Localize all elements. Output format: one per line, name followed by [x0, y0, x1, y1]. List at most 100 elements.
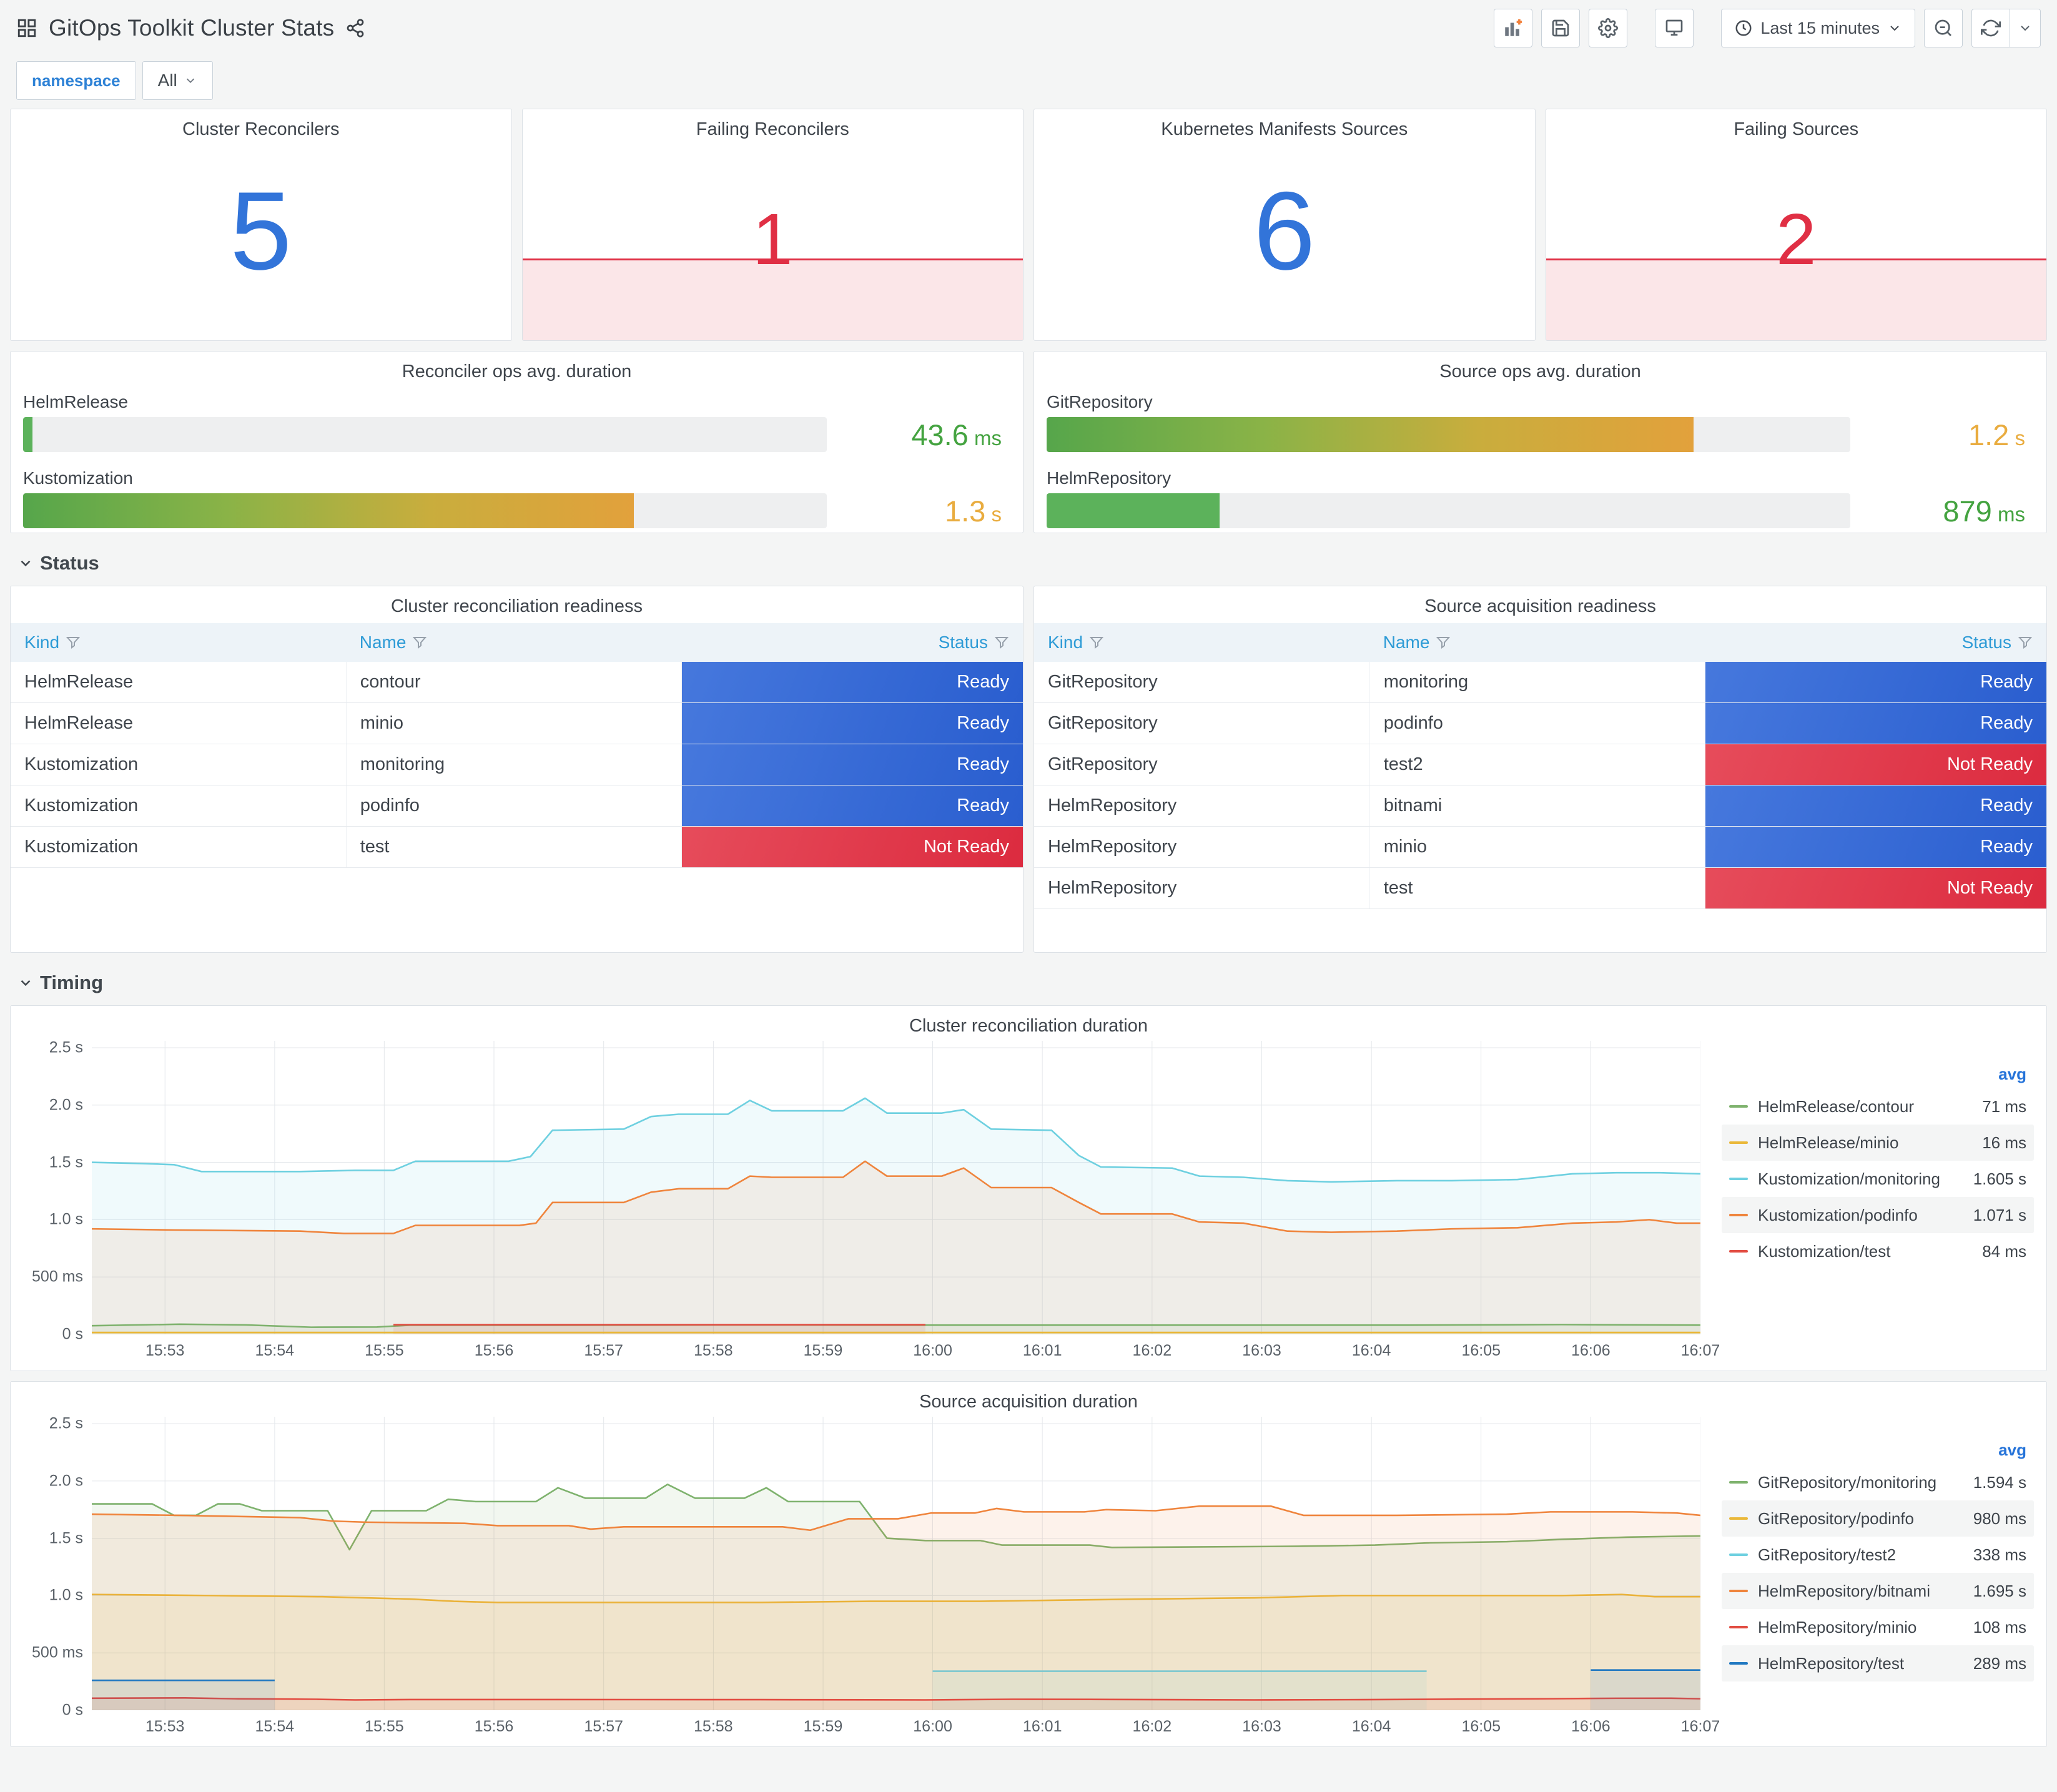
cell-kind: HelmRepository	[1048, 837, 1177, 857]
legend-series-name: HelmRepository/bitnami	[1758, 1581, 1930, 1600]
gauge-track	[1047, 417, 1850, 452]
gauge-track	[23, 417, 827, 452]
gauge-panel-reconciler-ops-avg-duration: Reconciler ops avg. duration HelmRelease 4…	[10, 351, 1024, 533]
filter-funnel-icon[interactable]	[2018, 635, 2033, 650]
filter-funnel-icon[interactable]	[412, 635, 427, 650]
stat-value: 2	[1775, 198, 1817, 280]
legend-item-gitrepository-monitoring[interactable]: GitRepository/monitoring 1.594 s	[1722, 1464, 2034, 1500]
cell-name: test	[1369, 868, 1705, 908]
cell-name: podinfo	[1369, 703, 1705, 744]
legend-avg-header: avg	[1998, 1064, 2026, 1083]
legend-series-swatch	[1729, 1590, 1748, 1592]
gauge-value: 43.6 ms	[911, 418, 1002, 451]
table-row: GitRepository test2 Not Ready	[1034, 744, 2046, 785]
cell-status: Ready	[1704, 662, 2046, 702]
x-axis-label: 16:07	[1680, 1342, 1720, 1359]
table-row: HelmRepository bitnami Ready	[1034, 785, 2046, 827]
save-icon	[1551, 18, 1571, 38]
legend-item-helmrelease-minio[interactable]: HelmRelease/minio 16 ms	[1722, 1125, 2034, 1161]
column-header-name[interactable]: Name	[1369, 623, 1705, 662]
x-axis-label: 16:02	[1132, 1718, 1172, 1735]
filter-funnel-icon[interactable]	[1436, 635, 1451, 650]
legend-series-swatch	[1729, 1662, 1748, 1665]
section-header-status[interactable]: Status	[10, 543, 2047, 576]
x-axis-label: 16:03	[1242, 1718, 1281, 1735]
legend-item-helmrepository-bitnami[interactable]: HelmRepository/bitnami 1.695 s	[1722, 1573, 2034, 1609]
column-header-status[interactable]: Status	[1705, 623, 2046, 662]
tv-monitor-icon	[1664, 18, 1684, 38]
legend-item-helmrepository-test[interactable]: HelmRepository/test 289 ms	[1722, 1645, 2034, 1681]
legend-series-name: Kustomization/podinfo	[1758, 1205, 1918, 1224]
share-dashboard-icon[interactable]	[345, 18, 365, 38]
y-axis-label: 500 ms	[32, 1643, 83, 1662]
chart-plot[interactable]: 15:53 15:54 15:55 15:56 15:57 15:58 15:59 16:00…	[92, 1417, 1720, 1740]
filter-funnel-icon[interactable]	[1089, 635, 1104, 650]
column-header-status[interactable]: Status	[681, 623, 1023, 662]
variable-namespace-value: All	[157, 71, 177, 90]
panel-title: Source acquisition readiness	[1424, 596, 1656, 616]
table-row: HelmRepository minio Ready	[1034, 827, 2046, 868]
legend-series-swatch	[1729, 1105, 1748, 1108]
panel-title: Source ops avg. duration	[1439, 362, 1641, 382]
legend-series-swatch	[1729, 1214, 1748, 1216]
legend-item-kustomization-test[interactable]: Kustomization/test 84 ms	[1722, 1233, 2034, 1269]
legend-item-helmrepository-minio[interactable]: HelmRepository/minio 108 ms	[1722, 1609, 2034, 1645]
table-row: HelmRelease contour Ready	[11, 662, 1023, 703]
add-panel-button[interactable]	[1494, 9, 1533, 47]
legend-item-kustomization-podinfo[interactable]: Kustomization/podinfo 1.071 s	[1722, 1197, 2034, 1233]
save-dashboard-button[interactable]	[1541, 9, 1581, 47]
x-axis-label: 15:54	[255, 1342, 295, 1359]
panel-title: Cluster Reconcilers	[182, 119, 340, 139]
legend-series-avg: 1.695 s	[1973, 1581, 2026, 1600]
filter-funnel-icon[interactable]	[66, 635, 81, 650]
column-header-label: Kind	[24, 633, 60, 652]
x-axis-label: 15:59	[803, 1718, 843, 1735]
column-header-name[interactable]: Name	[346, 623, 681, 662]
table-row: GitRepository podinfo Ready	[1034, 703, 2046, 744]
legend-item-helmrelease-contour[interactable]: HelmRelease/contour 71 ms	[1722, 1088, 2034, 1125]
chart-plot[interactable]: 15:53 15:54 15:55 15:56 15:57 15:58 15:59 16:00…	[92, 1041, 1720, 1364]
cell-status: Not Ready	[1704, 868, 2046, 908]
x-axis-label: 16:06	[1571, 1718, 1611, 1735]
section-header-timing[interactable]: Timing	[10, 963, 2047, 995]
zoom-out-time-button[interactable]	[1924, 9, 1963, 47]
clock-icon	[1734, 19, 1753, 37]
legend-series-swatch	[1729, 1141, 1748, 1144]
legend-series-name: GitRepository/test2	[1758, 1545, 1897, 1564]
x-axis-label: 15:56	[474, 1342, 514, 1359]
cell-status: Ready	[681, 744, 1023, 785]
legend-series-swatch	[1729, 1553, 1748, 1556]
section-title: Timing	[40, 972, 104, 993]
stat-sparkline	[1546, 258, 2046, 340]
refresh-button[interactable]	[1971, 9, 2010, 47]
time-range-label: Last 15 minutes	[1760, 18, 1880, 37]
x-axis-label: 16:05	[1461, 1342, 1501, 1359]
readiness-table: Kind Name Status GitRepository monitoring Rea…	[1034, 623, 2046, 909]
gauge-row-helmrepository: HelmRepository 879 ms	[1047, 468, 2025, 528]
legend-item-gitrepository-podinfo[interactable]: GitRepository/podinfo 980 ms	[1722, 1500, 2034, 1537]
column-header-label: Name	[359, 633, 407, 652]
legend-series-avg: 1.594 s	[1973, 1472, 2026, 1492]
cycle-view-mode-button[interactable]	[1655, 9, 1694, 47]
column-header-kind[interactable]: Kind	[1034, 623, 1369, 662]
x-axis-label: 15:59	[803, 1342, 843, 1359]
chart-legend: avg HelmRelease/contour 71 ms HelmRelease/m…	[1700, 1041, 2038, 1364]
dashboard-settings-button[interactable]	[1589, 9, 1628, 47]
x-axis-labels: 15:53 15:54 15:55 15:56 15:57 15:58 15:59 16:00…	[92, 1713, 1720, 1740]
legend-item-gitrepository-test2[interactable]: GitRepository/test2 338 ms	[1722, 1537, 2034, 1573]
variable-namespace-value-dropdown[interactable]: All	[142, 61, 213, 100]
legend-series-name: HelmRepository/minio	[1758, 1617, 1917, 1637]
cell-name: contour	[345, 662, 681, 702]
gauge-value: 1.3 s	[944, 494, 1002, 528]
chevron-down-icon	[17, 975, 34, 991]
y-axis-label: 2.5 s	[49, 1038, 83, 1056]
time-range-picker[interactable]: Last 15 minutes	[1721, 9, 1915, 47]
column-header-kind[interactable]: Kind	[11, 623, 346, 662]
y-axis-label: 500 ms	[32, 1268, 83, 1286]
table-panels-row: Cluster reconciliation readiness Kind Name…	[10, 586, 2047, 953]
table-panel-cluster-reconciliation-readiness: Cluster reconciliation readiness Kind Name…	[10, 586, 1024, 953]
filter-funnel-icon[interactable]	[994, 635, 1009, 650]
cell-kind: GitRepository	[1048, 713, 1158, 733]
refresh-interval-dropdown[interactable]	[2010, 9, 2041, 47]
legend-item-kustomization-monitoring[interactable]: Kustomization/monitoring 1.605 s	[1722, 1161, 2034, 1197]
